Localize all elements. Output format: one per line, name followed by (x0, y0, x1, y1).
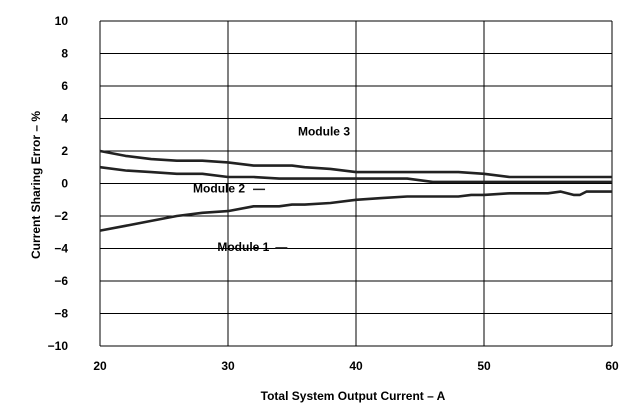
tick-labels: −10 −8 −6 −4 −2 0 2 4 6 8 10 20 30 40 50 60 (48, 14, 619, 373)
x-tick-label: 40 (349, 359, 363, 373)
x-axis-title: Total System Output Current – A (261, 389, 446, 403)
module-3-label: Module 3 (298, 125, 350, 139)
y-tick-label: −6 (54, 274, 68, 288)
y-tick-label: −8 (54, 307, 68, 321)
grid (99, 20, 613, 347)
y-tick-label: −2 (54, 209, 68, 223)
y-tick-label: 2 (61, 144, 68, 158)
module-3-line (99, 149, 612, 179)
x-tick-label: 50 (477, 359, 491, 373)
module-2-label: Module 2 (193, 181, 245, 195)
y-axis-title: Current Sharing Error – % (29, 111, 43, 259)
y-tick-label: 4 (61, 112, 68, 126)
x-tick-label: 20 (93, 359, 107, 373)
y-tick-label: −4 (54, 242, 68, 256)
module-2-line (99, 165, 612, 184)
y-tick-label: 0 (61, 177, 68, 191)
module-1-line (99, 190, 612, 232)
series-annotations: Module 3 Module 2 Module 1 (193, 125, 350, 254)
y-tick-label: 10 (55, 14, 69, 28)
series-lines (99, 149, 612, 232)
y-tick-label: 8 (61, 47, 68, 61)
y-tick-label: 6 (61, 79, 68, 93)
x-tick-label: 30 (221, 359, 235, 373)
x-tick-label: 60 (605, 359, 619, 373)
module-1-label: Module 1 (217, 240, 269, 254)
y-tick-label: −10 (48, 339, 69, 353)
